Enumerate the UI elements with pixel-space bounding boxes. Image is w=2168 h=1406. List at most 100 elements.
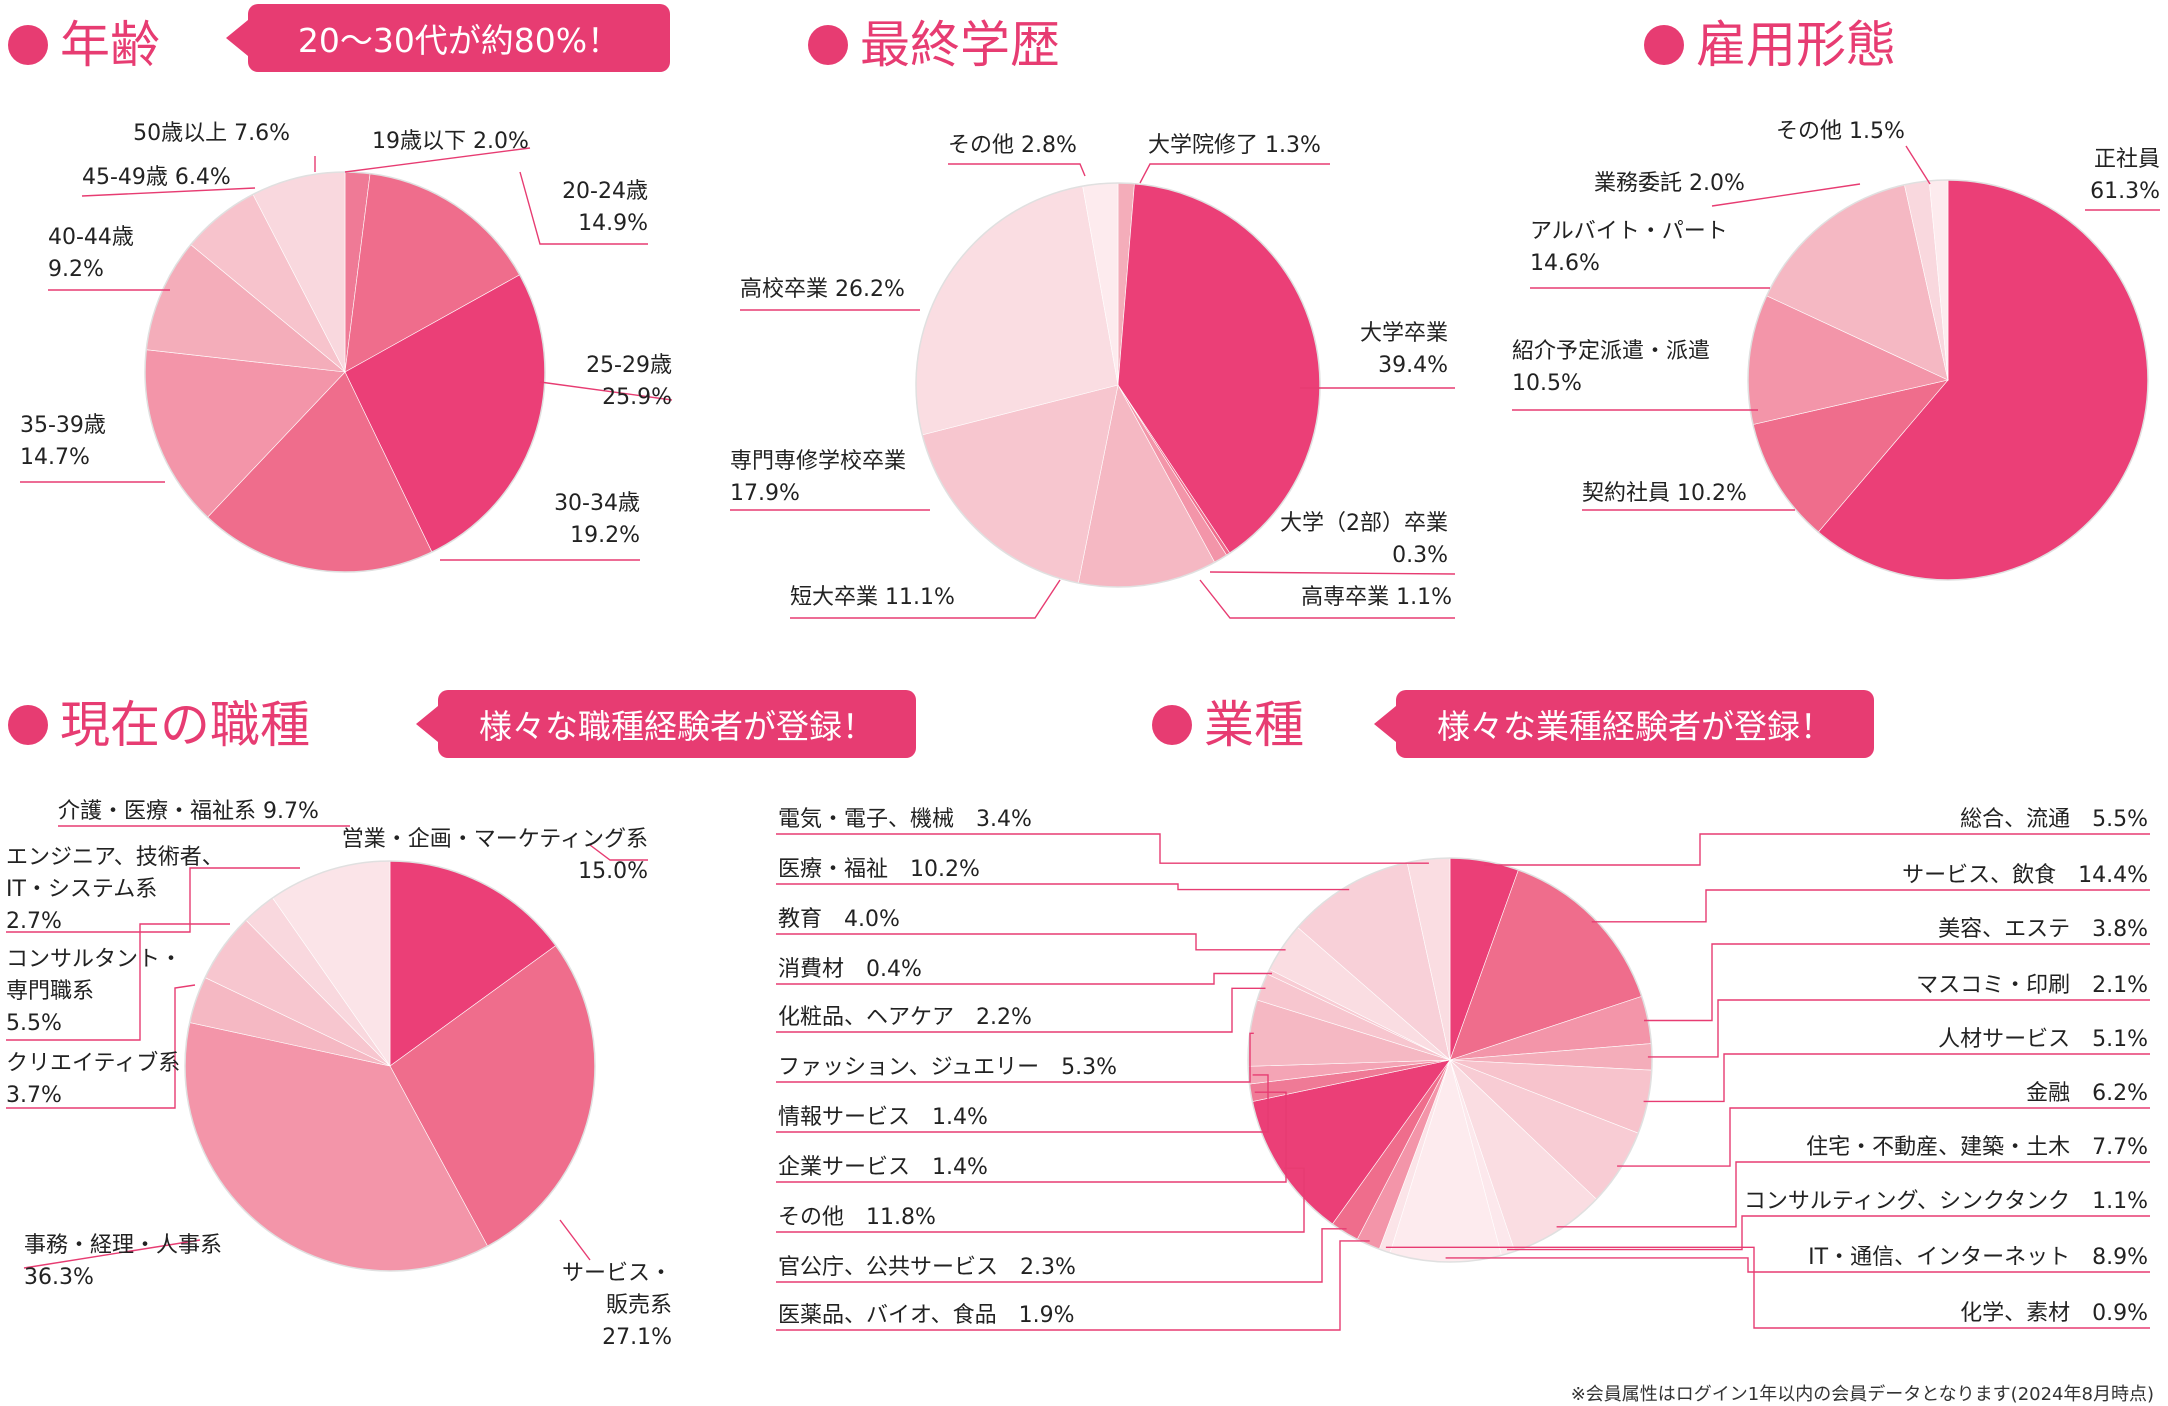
job-leader-line-5 [6,867,300,933]
footnote: ※会員属性はログイン1年以内の会員データとなります(2024年8月時点) [1570,1384,2154,1405]
age-leader-line-2 [539,381,673,401]
industry-leader-line-7 [1507,1215,2150,1251]
industry-leader-line-5 [1617,1107,2150,1167]
industry-label-15: ファッション、ジュエリー 5.3% [778,1055,1117,1080]
age-pie-chart: 19歳以下 2.0% 20-24歳 14.9% 25-29歳 25.9% 30-34歳 19… [20,121,673,573]
education-pie-chart: 大学院修了 1.3% 大学卒業 39.4% 大学（2部）卒業 0.3% 高専卒業 1.1%… [730,133,1456,619]
industry-leader-line-13 [776,1091,1287,1183]
industry-section-title: 業種 [1152,700,1304,750]
industry-label-19: 医療・福祉 10.2% [778,857,980,882]
industry-leader-line-19 [776,883,1350,891]
job-label-0: 営業・企画・マーケティング系 15.0% [342,827,648,884]
industry-leader-line-18 [776,933,1286,951]
education-label-5: 専門専修学校卒業 17.9% [730,449,906,506]
age-label-0: 19歳以下 2.0% [372,129,529,154]
industry-leader-line-10 [776,1240,1370,1331]
bullet-dot-icon [808,25,848,65]
industry-title-text: 業種 [1204,696,1304,754]
industry-callout-badge: 様々な業種経験者が登録！ [1374,690,1874,758]
industry-label-2: 美容、エステ 3.8% [1938,917,2148,942]
job-leader-line-2 [23,1239,201,1269]
age-callout-text: 20〜30代が約80%！ [297,21,621,60]
employment-label-0: 正社員 61.3% [2090,147,2160,204]
industry-label-0: 総合、流通 5.5% [1960,807,2148,832]
industry-leader-line-0 [1484,833,2150,866]
job-leader-line-0 [589,844,648,861]
job-label-5: エンジニア、技術者、 IT・システム系 2.7% [6,845,224,934]
education-section-title: 最終学歴 [808,20,1060,70]
industry-label-13: 企業サービス 1.4% [778,1155,988,1180]
job-callout-badge: 様々な職種経験者が登録！ [416,690,916,758]
education-label-7: その他 2.8% [948,133,1077,158]
employment-label-1: 契約社員 10.2% [1582,481,1747,506]
industry-label-17: 消費材 0.4% [778,957,922,982]
industry-pie-outline [1247,857,1653,1263]
education-leader-line-0 [1139,163,1330,184]
industry-label-18: 教育 4.0% [778,907,900,932]
job-leader-line-4 [6,923,230,1041]
bullet-dot-icon [8,25,48,65]
industry-label-14: 情報サービス 1.4% [778,1105,988,1130]
age-label-1: 20-24歳 14.9% [562,179,648,236]
industry-label-10: 医薬品、バイオ、食品 1.9% [778,1303,1075,1328]
industry-leader-line-11 [776,1228,1347,1283]
employment-label-4: 業務委託 2.0% [1594,171,1745,196]
age-title-text: 年齢 [60,16,160,74]
age-label-6: 45-49歳 6.4% [82,165,231,190]
age-section-title: 年齢 [8,20,160,70]
job-leader-line-3 [6,984,196,1109]
education-leader-line-7 [948,163,1086,177]
employment-title-text: 雇用形態 [1696,16,1896,74]
industry-label-6: 住宅・不動産、建築・土木 7.7% [1806,1135,2148,1160]
bullet-dot-icon [8,705,48,745]
industry-leader-line-17 [776,972,1272,985]
job-title-text: 現在の職種 [60,696,310,754]
education-pie-outline [915,182,1321,588]
industry-leader-line-8 [1445,1257,2150,1273]
industry-leader-line-6 [1556,1161,2150,1228]
job-pie-outline [184,860,596,1272]
employment-section-title: 雇用形態 [1644,20,1896,70]
bullet-dot-icon [1644,25,1684,65]
age-leader-line-0 [344,147,531,173]
industry-label-4: 人材サービス 5.1% [1938,1027,2148,1052]
industry-leader-line-14 [776,1074,1269,1133]
age-label-5: 40-44歳 9.2% [48,225,134,282]
industry-label-9: 化学、素材 0.9% [1960,1301,2148,1326]
industry-label-16: 化粧品、ヘアケア 2.2% [778,1005,1032,1030]
employment-leader-line-5 [1905,145,1931,185]
education-label-0: 大学院修了 1.3% [1148,133,1321,158]
job-label-4: コンサルタント・専門職系 5.5% [6,947,182,1036]
industry-label-3: マスコミ・印刷 2.1% [1916,973,2148,998]
age-label-4: 35-39歳 14.7% [20,413,106,470]
industry-label-20: 電気・電子、機械 3.4% [778,807,1032,832]
industry-leader-line-15 [776,1032,1254,1083]
education-title-text: 最終学歴 [860,16,1060,74]
bullet-dot-icon [1152,705,1192,745]
employment-pie-outline [1747,179,2149,581]
education-label-4: 短大卒業 11.1% [790,585,955,610]
education-leader-line-4 [790,579,1061,619]
job-leader-line-1 [559,1219,591,1261]
age-label-3: 30-34歳 19.2% [554,491,640,548]
education-label-2: 大学（2部）卒業 0.3% [1280,511,1448,568]
industry-label-1: サービス、飲食 14.4% [1902,863,2148,888]
job-label-3: クリエイティブ系 3.7% [6,1051,180,1108]
job-label-6: 介護・医療・福祉系 9.7% [58,799,319,824]
industry-leader-line-3 [1647,999,2150,1058]
education-leader-line-3 [1199,579,1455,619]
job-label-1: サービス・販売系 27.1% [562,1261,672,1350]
industry-callout-text: 様々な業種経験者が登録！ [1437,707,1833,746]
age-label-7: 50歳以上 7.6% [133,121,290,146]
industry-label-11: 官公庁、公共サービス 2.3% [778,1255,1076,1280]
age-callout-badge: 20〜30代が約80%！ [226,4,670,72]
education-label-1: 大学卒業 39.4% [1360,321,1448,378]
employment-label-5: その他 1.5% [1776,119,1905,144]
age-leader-line-6 [81,187,256,197]
education-label-6: 高校卒業 26.2% [740,277,905,302]
industry-leader-line-16 [776,987,1266,1033]
education-label-3: 高専卒業 1.1% [1301,585,1452,610]
industry-leader-line-1 [1591,889,2150,923]
job-section-title: 現在の職種 [8,700,310,750]
